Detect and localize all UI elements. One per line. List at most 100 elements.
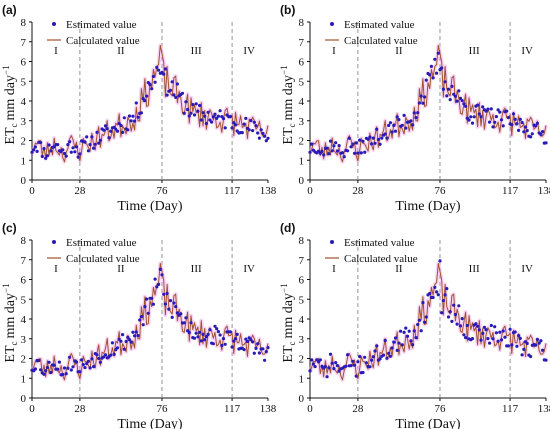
calculated-value-line (309, 45, 547, 163)
estimated-point (481, 331, 485, 335)
estimated-point (44, 156, 48, 160)
panel-label: (a) (2, 3, 17, 17)
estimated-point (530, 132, 534, 136)
estimated-point (472, 115, 476, 119)
estimated-point (127, 338, 132, 342)
estimated-point (452, 303, 456, 307)
estimated-point (359, 151, 363, 155)
y-axis-label-main: ET (3, 127, 18, 145)
chart-panel-4: 01234567802876117138IIIIIIIV(d)Estimated… (279, 221, 550, 429)
estimated-point (143, 305, 147, 309)
estimated-point (544, 358, 548, 362)
estimated-point (39, 140, 43, 145)
estimated-point (496, 339, 500, 343)
estimated-point (325, 146, 329, 150)
stage-label: IV (521, 45, 533, 57)
estimated-point (42, 147, 46, 151)
estimated-point (375, 127, 379, 131)
stage-label: I (54, 263, 58, 275)
estimated-point (30, 150, 34, 154)
x-axis-label: Time (Day) (117, 417, 183, 429)
estimated-point (66, 366, 70, 370)
estimated-point (481, 105, 485, 109)
estimated-point (496, 108, 500, 112)
estimated-point (92, 146, 96, 150)
estimated-point (42, 372, 46, 376)
estimated-point (109, 129, 113, 133)
estimated-point (230, 126, 234, 130)
estimated-point (35, 149, 39, 153)
estimated-point (228, 330, 232, 334)
stage-label: IV (521, 263, 533, 275)
estimated-point (395, 115, 399, 119)
estimated-point (196, 109, 200, 113)
y-axis-label-sup: −1 (279, 283, 289, 293)
estimated-point (311, 362, 315, 366)
estimated-point (330, 361, 334, 365)
estimated-point (443, 80, 447, 84)
calculated-value-line (31, 263, 269, 381)
estimated-point (218, 333, 222, 337)
estimated-point (330, 149, 334, 153)
stage-label: II (117, 263, 125, 275)
estimated-point (450, 319, 454, 323)
estimated-point (232, 339, 236, 343)
estimated-point (121, 333, 125, 337)
estimated-point (242, 348, 246, 352)
estimated-point (476, 324, 480, 328)
estimated-point (332, 367, 336, 371)
estimated-point (411, 343, 415, 347)
estimated-point (134, 330, 138, 334)
estimated-point (354, 374, 358, 378)
estimated-point (126, 335, 130, 339)
estimated-point (95, 353, 99, 357)
y-tick-label: 1 (299, 373, 305, 385)
y-axis-label-main: ET (281, 345, 296, 363)
estimated-point (155, 285, 159, 289)
estimated-point (134, 101, 138, 105)
estimated-point (368, 135, 372, 139)
estimated-point (423, 320, 427, 324)
estimated-point (508, 327, 512, 331)
estimated-point (520, 353, 524, 357)
y-tick-label: 2 (299, 354, 305, 366)
estimated-point (429, 64, 433, 68)
estimated-point (310, 142, 314, 146)
y-axis-label-sub: c (287, 341, 297, 345)
estimated-point (417, 318, 421, 322)
estimated-point (233, 337, 238, 341)
estimated-point (218, 109, 222, 113)
estimated-point (244, 337, 248, 341)
y-tick-label: 3 (21, 334, 27, 346)
estimated-point (416, 322, 420, 327)
estimated-point (251, 129, 255, 133)
estimated-point (424, 78, 428, 82)
estimated-point (370, 358, 374, 362)
estimated-point (68, 140, 72, 144)
legend-calculated-label: Calculated value (344, 253, 418, 265)
estimated-point (470, 121, 475, 125)
estimated-point (252, 351, 256, 355)
y-axis-label-unit: mm day (3, 75, 18, 121)
estimated-point (175, 82, 179, 86)
estimated-point (61, 372, 65, 377)
estimated-point (371, 136, 375, 140)
estimated-point (221, 117, 226, 121)
estimated-value-points (30, 65, 270, 160)
estimated-point (187, 331, 191, 335)
y-axis-label-unit: mm day (3, 293, 18, 339)
estimated-point (498, 330, 502, 334)
estimated-point (419, 329, 423, 333)
estimated-point (411, 123, 415, 127)
estimated-point (129, 340, 133, 344)
estimated-point (373, 141, 377, 145)
y-axis-label-sub: c (287, 123, 297, 127)
y-tick-label: 1 (21, 373, 27, 385)
estimated-point (363, 355, 367, 359)
estimated-point (121, 130, 125, 134)
estimated-point (529, 354, 533, 359)
x-tick-label: 28 (352, 185, 364, 197)
stage-label: III (469, 45, 480, 57)
estimated-point (189, 111, 193, 115)
